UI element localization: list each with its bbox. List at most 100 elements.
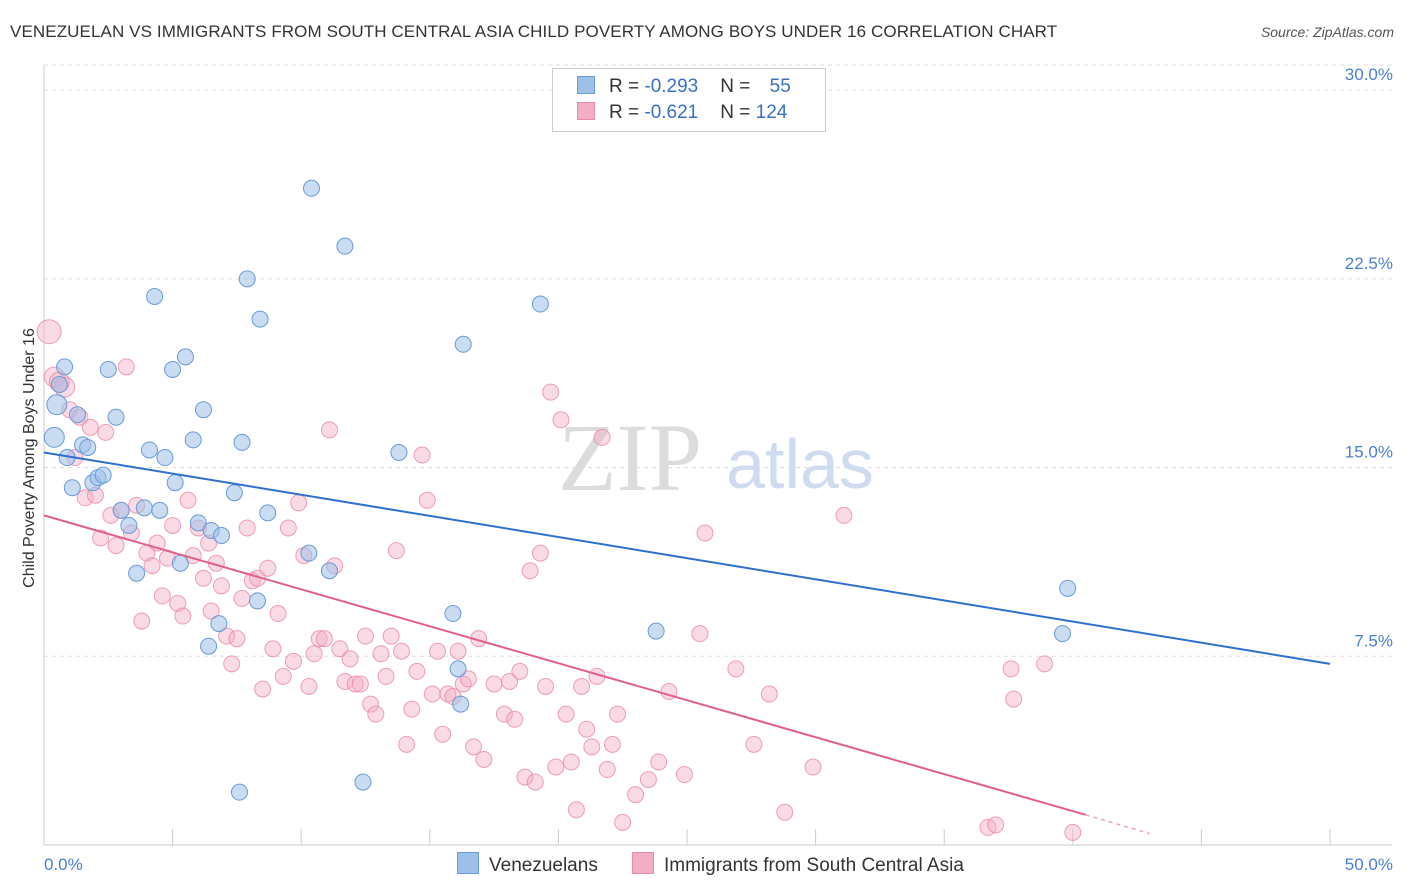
axes: [43, 65, 1392, 846]
immigrants-point: [264, 640, 282, 658]
immigrants-point: [387, 542, 405, 560]
y-tick-label: 7.5%: [1354, 631, 1393, 650]
immigrants-point: [465, 738, 483, 756]
immigrants-point: [760, 685, 778, 703]
bottom-legend-immigrants: Immigrants from South Central Asia: [632, 852, 964, 877]
immigrants-point: [583, 738, 601, 756]
venezuelans-point: [63, 479, 81, 497]
venezuelans-point: [1059, 579, 1077, 597]
immigrants-point: [274, 667, 292, 685]
venezuelans-point: [251, 310, 269, 328]
immigrants-point: [675, 766, 693, 784]
immigrants-point: [218, 627, 236, 645]
immigrants-point: [403, 700, 421, 718]
immigrants-point: [418, 491, 436, 509]
immigrants-point: [362, 695, 380, 713]
immigrants-point: [36, 319, 62, 345]
legend-n-value: 124: [755, 102, 788, 123]
venezuelans-point: [302, 179, 320, 197]
series-venezuelans-points: [43, 179, 1077, 801]
venezuelans-point: [212, 527, 230, 545]
venezuelans-point: [194, 401, 212, 419]
tick-labels: 7.5% 15.0% 22.5% 30.0% 0.0% 50.0%: [44, 65, 1393, 874]
watermark: ZIP atlas: [558, 404, 874, 511]
venezuelans-point: [99, 360, 117, 378]
venezuelans-point: [320, 562, 338, 580]
legend-r-label: R =: [609, 102, 645, 123]
immigrants-point: [372, 645, 390, 663]
venezuelans-point: [171, 554, 189, 572]
immigrants-point: [259, 559, 277, 577]
bottom-legend-label: Immigrants from South Central Asia: [664, 855, 964, 876]
immigrants-point: [691, 625, 709, 643]
immigrants-point: [179, 491, 197, 509]
immigrants-trend-extension: [1085, 814, 1151, 835]
immigrants-point: [511, 662, 529, 680]
immigrants-point: [696, 524, 714, 542]
immigrants-point: [81, 418, 99, 436]
venezuelans-point: [225, 484, 243, 502]
immigrants-point: [228, 630, 246, 648]
immigrants-point: [475, 750, 493, 768]
venezuelans-point: [46, 394, 68, 416]
bottom-legend-swatch-blue: [457, 852, 479, 874]
venezuelans-point: [140, 441, 158, 459]
immigrants-point: [1036, 655, 1054, 673]
immigrants-point: [593, 428, 611, 446]
immigrants-point: [449, 642, 467, 660]
venezuelans-point: [151, 501, 169, 519]
venezuelans-point: [210, 615, 228, 633]
watermark-atlas: atlas: [726, 425, 874, 503]
venezuelans-trend-line: [43, 451, 1331, 665]
immigrants-point: [367, 705, 385, 723]
legend-r-value: -0.293: [644, 76, 699, 97]
venezuelans-point: [107, 408, 125, 426]
venezuelans-point: [128, 564, 146, 582]
immigrants-point: [835, 506, 853, 524]
immigrants-point: [526, 773, 544, 791]
venezuelans-point: [230, 783, 248, 801]
immigrants-point: [290, 494, 308, 512]
immigrants-point: [310, 630, 328, 648]
immigrants-point: [254, 680, 272, 698]
immigrants-point: [351, 675, 369, 693]
immigrants-point: [233, 589, 251, 607]
venezuelans-point: [444, 605, 462, 623]
venezuelans-point: [200, 637, 218, 655]
venezuelans-point: [164, 360, 182, 378]
immigrants-point: [542, 383, 560, 401]
trend-lines: [43, 451, 1331, 835]
venezuelans-point: [531, 295, 549, 313]
venezuelans-point: [336, 237, 354, 255]
immigrants-point: [107, 537, 125, 555]
immigrants-point: [284, 652, 302, 670]
legend-n-label: N =: [720, 102, 756, 123]
venezuelans-point: [390, 443, 408, 461]
immigrants-point: [423, 685, 441, 703]
venezuelans-point: [156, 449, 174, 467]
immigrants-point: [562, 753, 580, 771]
immigrants-point: [485, 675, 503, 693]
immigrants-point: [521, 562, 539, 580]
series-immigrants-points: [36, 319, 1082, 841]
bottom-legend-venezuelans: Venezuelans: [457, 852, 598, 877]
venezuelans-point: [189, 514, 207, 532]
immigrants-point: [413, 446, 431, 464]
immigrants-point: [223, 655, 241, 673]
immigrants-point: [495, 705, 513, 723]
immigrants-point: [454, 675, 472, 693]
immigrants-point: [377, 667, 395, 685]
immigrants-point: [639, 771, 657, 789]
venezuelans-point: [1054, 625, 1072, 643]
immigrants-point: [357, 627, 374, 645]
immigrants-point: [76, 489, 94, 507]
chart-title: VENEZUELAN VS IMMIGRANTS FROM SOUTH CENT…: [10, 22, 1058, 41]
venezuelans-point: [452, 695, 470, 713]
source-label: Source: ZipAtlas.com: [1260, 24, 1394, 40]
venezuelans-point: [79, 438, 97, 456]
legend-r-value: -0.621: [644, 102, 699, 123]
venezuelans-point: [449, 660, 467, 678]
immigrants-point: [212, 577, 230, 595]
x-tick-label: 50.0%: [1345, 855, 1393, 874]
